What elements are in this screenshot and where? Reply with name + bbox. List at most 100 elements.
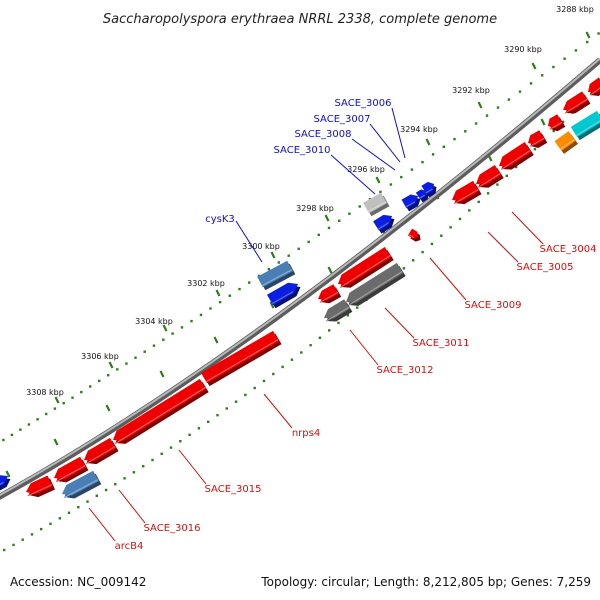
inner-track-dot	[458, 217, 462, 221]
outer-track-dot	[358, 205, 361, 208]
gene-label-sace-3015: SACE_3015	[205, 484, 262, 495]
tick-label: 3288 kbp	[556, 5, 594, 14]
gene-sace-3007	[415, 189, 429, 203]
tick-label: 3302 kbp	[187, 279, 225, 288]
inner-track-dot	[533, 148, 537, 151]
inner-track-dot	[337, 321, 340, 325]
inner-track-dot	[114, 483, 117, 486]
gene-sace-3004	[499, 141, 534, 171]
inner-major-tick	[269, 301, 275, 309]
outer-track-dot	[410, 168, 414, 171]
inner-track-dot	[318, 336, 322, 339]
outer-track-dot	[2, 438, 5, 442]
inner-track-dot	[132, 471, 136, 474]
inner-track-dot	[477, 200, 480, 204]
outer-track-dot	[238, 287, 241, 291]
gene-label-sace-3012: SACE_3012	[377, 365, 434, 376]
outer-track-dot	[180, 326, 184, 329]
outer-track-dot	[421, 160, 424, 164]
gene-sace-3010	[373, 214, 395, 234]
inner-major-tick	[213, 336, 219, 344]
inner-track-dot	[142, 465, 145, 468]
inner-track-dot	[104, 488, 108, 492]
inner-track-dot	[169, 446, 173, 449]
leader-line	[263, 393, 293, 429]
outer-track-dot	[552, 65, 555, 69]
outer-track-dot	[431, 153, 435, 156]
leader-line	[349, 329, 379, 366]
outer-track-dot	[107, 374, 110, 377]
inner-track-dot	[440, 234, 443, 237]
outer-track-dot	[496, 106, 500, 109]
tick-labels: 3288 kbp 3290 kbp 3292 kbp 3294 kbp 3296 kbp…	[26, 5, 594, 404]
outer-track-dot	[442, 145, 445, 148]
gene-sace-3005b	[476, 164, 504, 189]
outer-track-dot	[453, 137, 456, 141]
inner-track-dot	[552, 129, 555, 133]
outer-track-dot	[80, 390, 83, 394]
leader-line	[369, 123, 401, 163]
inner-track-dot	[3, 548, 6, 552]
inner-track-dot	[151, 458, 154, 462]
gene-nrps4	[200, 330, 282, 387]
outer-track-dot	[317, 233, 320, 237]
gene-sace-3011-gray	[346, 262, 406, 307]
outer-track-dot	[134, 356, 137, 359]
gene-label-sace-3011: SACE_3011	[413, 338, 470, 349]
major-tick	[215, 289, 221, 297]
inner-track-dot	[412, 259, 415, 262]
tick-label: 3290 kbp	[504, 45, 542, 54]
gene-sace-3015	[113, 378, 209, 445]
inner-track-dot	[30, 533, 34, 536]
inner-track-dot	[67, 511, 71, 514]
inner-track-dot	[486, 192, 490, 195]
leader-line	[351, 138, 396, 171]
leader-line	[487, 231, 519, 263]
outer-track-dot	[53, 407, 57, 410]
inner-major-tick	[159, 370, 165, 378]
gene-label-nrps4: nrps4	[292, 428, 320, 439]
major-tick	[54, 396, 60, 404]
gene-features	[0, 77, 600, 499]
gene-label-sace-3009: SACE_3009	[465, 300, 522, 311]
inner-track-dot	[160, 452, 163, 455]
gene-cyan	[570, 110, 600, 141]
major-tick	[585, 31, 591, 39]
outer-tick-track	[2, 32, 600, 442]
tick-label: 3300 kbp	[242, 242, 280, 251]
outer-track-dot	[36, 418, 39, 421]
outer-track-dot	[143, 350, 146, 353]
tick-label: 3304 kbp	[135, 317, 173, 326]
outer-track-dot	[209, 307, 212, 310]
outer-track-dot	[518, 90, 522, 93]
inner-track-dot	[496, 183, 499, 186]
inner-track-dot	[216, 414, 219, 417]
outer-track-dot	[597, 32, 600, 35]
outer-track-dot	[27, 423, 31, 426]
gene-sace-3002	[563, 91, 591, 114]
outer-track-dot	[152, 344, 156, 347]
leader-line	[330, 154, 376, 195]
inner-track-dot	[225, 407, 228, 410]
gene-sace-3003	[548, 114, 566, 132]
outer-track-dot	[586, 40, 589, 44]
inner-track-dot	[290, 358, 294, 361]
label-leader-lines	[88, 107, 544, 542]
inner-track-dot	[402, 267, 406, 270]
gene-sace-3006	[421, 181, 437, 198]
inner-track-dot	[49, 522, 52, 525]
outer-track-dot	[45, 412, 48, 416]
major-tick	[324, 214, 330, 222]
outer-track-dot	[171, 332, 174, 335]
outer-track-dot	[327, 226, 331, 230]
inner-track-dot	[281, 365, 284, 369]
outer-track-dot	[71, 396, 74, 399]
gene-label-sace-3007: SACE_3007	[314, 114, 371, 125]
outer-track-dot	[307, 240, 310, 244]
inner-track-dot	[515, 165, 518, 169]
inner-track-dot	[234, 400, 238, 403]
gene-arcb4	[26, 475, 55, 498]
gene-sace-3004b	[528, 130, 548, 148]
leader-line	[511, 211, 544, 245]
gene-label-arcb4: arcB4	[115, 541, 144, 552]
